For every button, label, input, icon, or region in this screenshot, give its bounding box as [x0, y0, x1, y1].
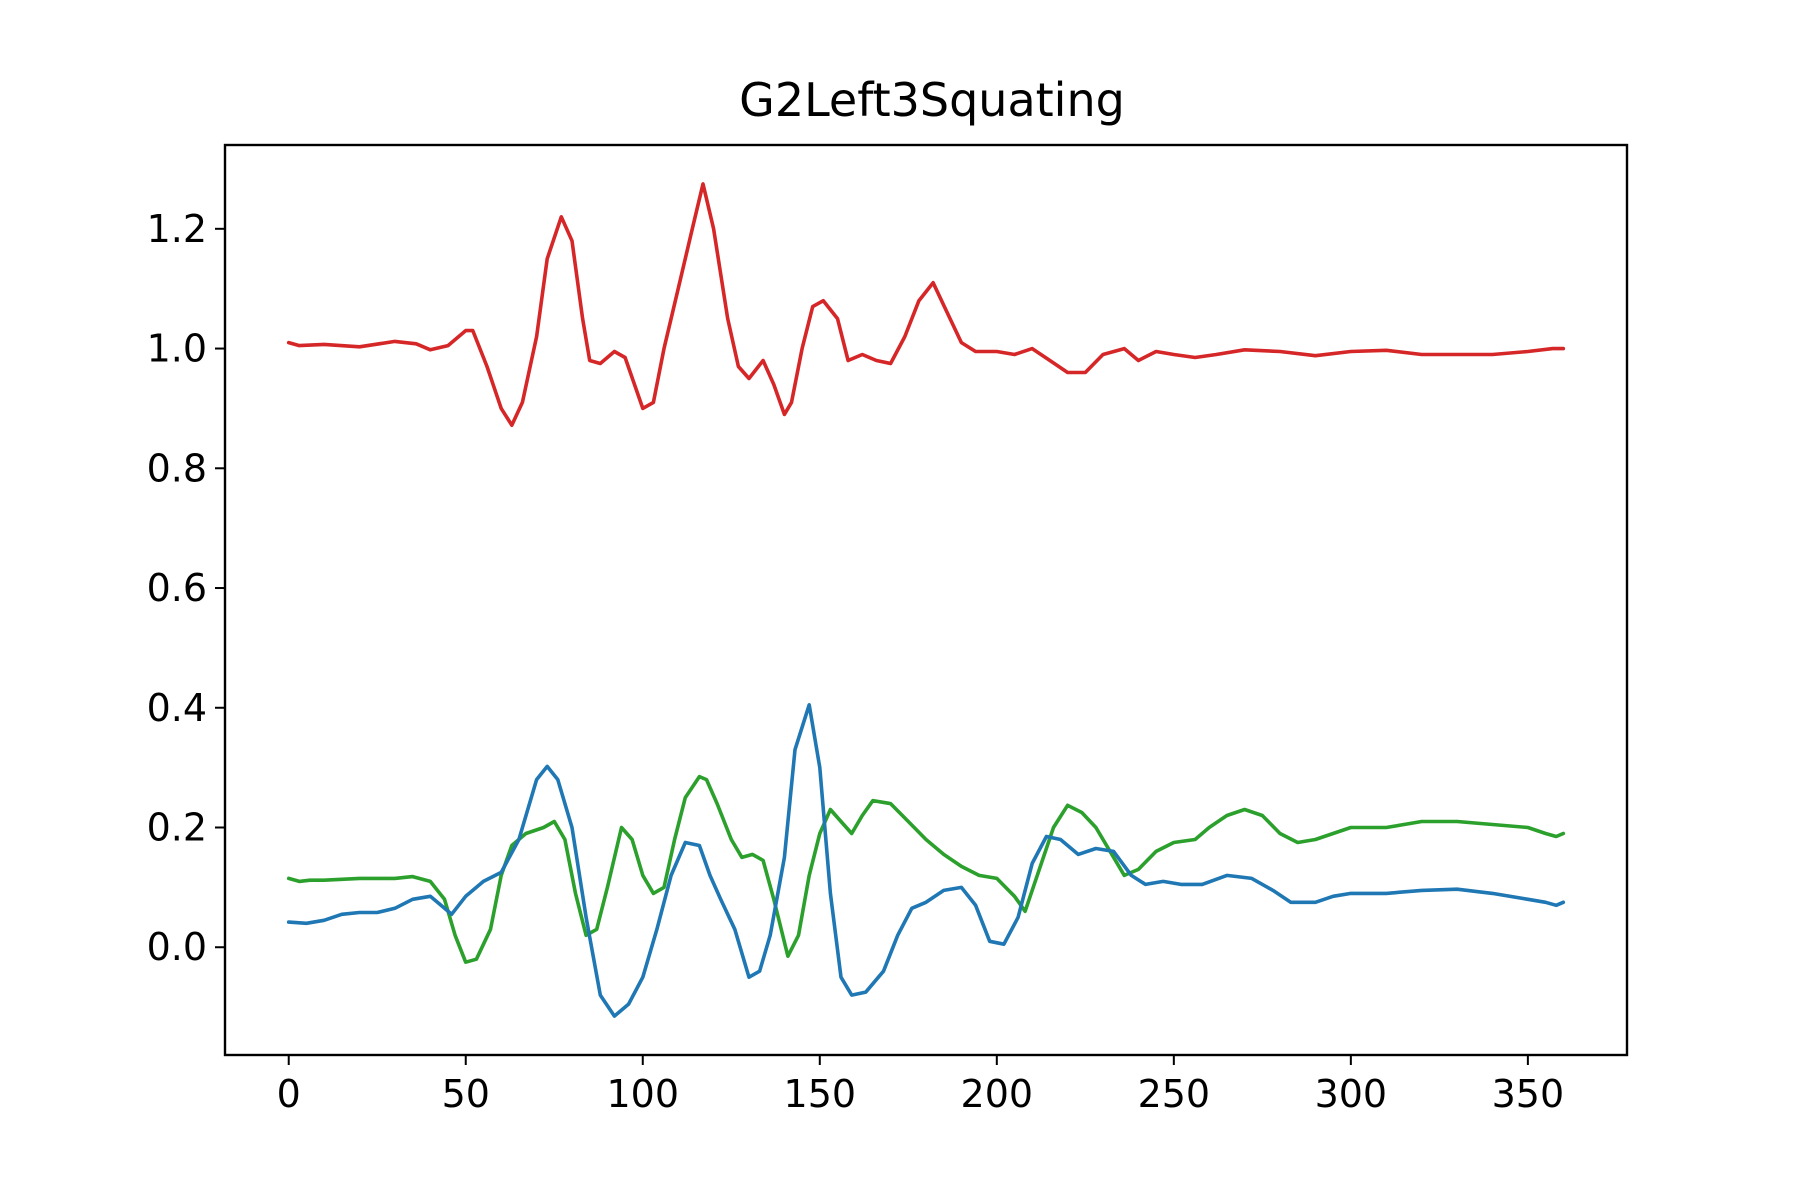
chart-title: G2Left3Squating [739, 73, 1125, 127]
series-layer [286, 182, 1566, 1018]
y-axis: 0.0 0.2 0.4 0.6 0.8 1.0 1.2 [147, 207, 225, 969]
x-tick-label: 250 [1138, 1072, 1211, 1116]
series-line-2 [286, 703, 1566, 1018]
x-tick-label: 300 [1315, 1072, 1388, 1116]
y-tick-label: 0.0 [147, 925, 207, 969]
x-tick-label: 350 [1492, 1072, 1565, 1116]
x-tick-label: 50 [442, 1072, 490, 1116]
y-tick-label: 0.2 [147, 806, 207, 850]
y-tick-label: 1.2 [147, 207, 207, 251]
x-tick-label: 150 [784, 1072, 857, 1116]
y-tick-label: 0.8 [147, 446, 207, 490]
x-tick-label: 100 [607, 1072, 680, 1116]
y-tick-label: 0.4 [147, 686, 207, 730]
x-tick-label: 0 [277, 1072, 301, 1116]
series-line-0 [286, 182, 1566, 427]
y-tick-label: 0.6 [147, 566, 207, 610]
x-axis: 0 50 100 150 200 250 300 350 [277, 1055, 1565, 1116]
y-tick-label: 1.0 [147, 327, 207, 371]
x-tick-label: 200 [961, 1072, 1034, 1116]
plot-frame [223, 143, 1629, 1057]
